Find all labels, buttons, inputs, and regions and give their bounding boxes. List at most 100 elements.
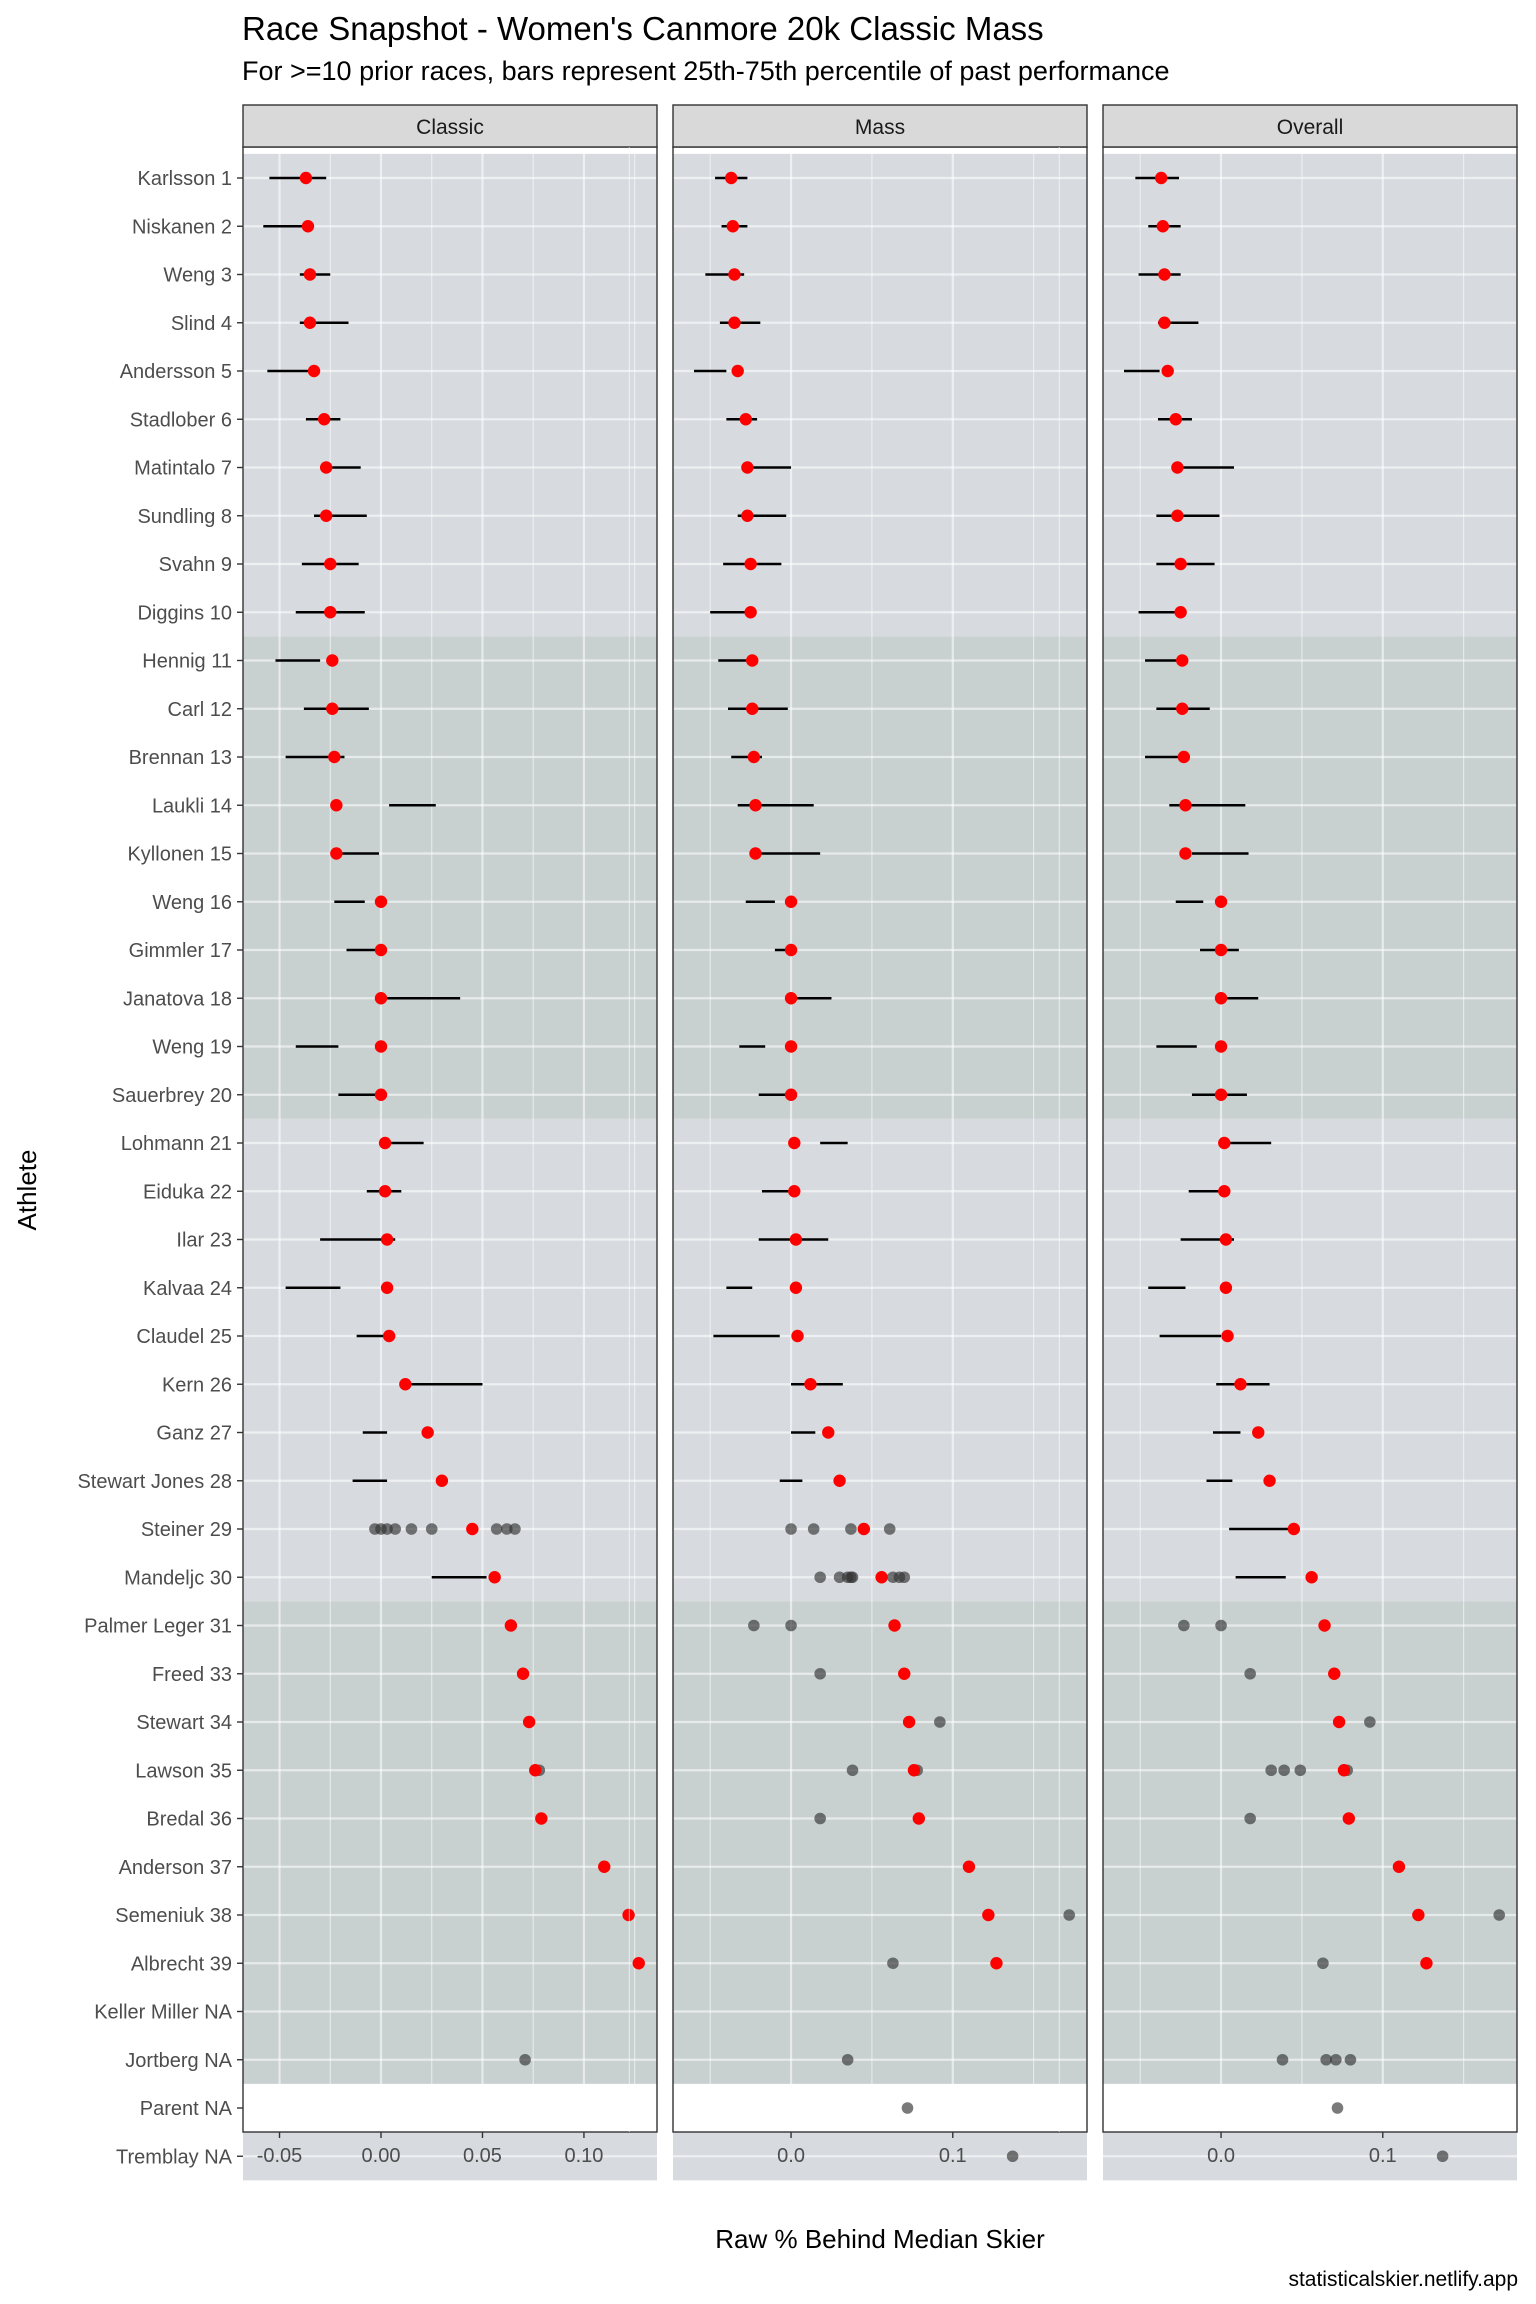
race-result-point xyxy=(726,220,740,233)
athlete-label: Claudel 25 xyxy=(136,1326,232,1348)
group-band xyxy=(1103,1601,1517,2084)
athlete-label: Janatova 18 xyxy=(123,988,232,1010)
race-result-point xyxy=(744,557,757,571)
past-result-point xyxy=(814,1812,826,1825)
race-result-point xyxy=(1328,1667,1341,1680)
race-result-point xyxy=(1214,1040,1228,1053)
past-result-point xyxy=(1331,2102,1344,2114)
facet-strip xyxy=(672,104,1088,148)
race-result-point xyxy=(374,992,388,1005)
race-result-point xyxy=(912,1812,926,1825)
past-result-point xyxy=(519,2053,531,2066)
past-result-point xyxy=(785,1523,797,1535)
facet-strip xyxy=(1102,104,1518,148)
panel-mass: Mass 0.0 0.1 xyxy=(628,104,1088,2181)
race-result-point xyxy=(1332,1715,1346,1729)
race-result-point xyxy=(822,1426,835,1439)
race-result-point xyxy=(1318,1619,1331,1632)
race-result-point xyxy=(898,1667,911,1680)
race-result-point xyxy=(1214,992,1228,1005)
race-result-point xyxy=(1179,847,1192,860)
x-tick-label: 0.0 xyxy=(777,2145,805,2167)
past-result-point xyxy=(785,1619,797,1632)
athlete-label: Keller Miller NA xyxy=(94,2002,232,2024)
past-result-point xyxy=(1330,2053,1342,2066)
athlete-label: Kyllonen 15 xyxy=(127,844,232,866)
race-result-point xyxy=(1158,268,1171,281)
y-axis-title: Athlete xyxy=(12,1150,42,1231)
past-result-point xyxy=(833,1571,846,1584)
race-result-point xyxy=(522,1715,536,1729)
race-result-point xyxy=(317,413,331,426)
race-result-point xyxy=(1219,1233,1233,1246)
past-result-point xyxy=(1178,1619,1190,1632)
race-result-point xyxy=(1252,1426,1265,1439)
athlete-label: Kern 26 xyxy=(162,1374,232,1396)
race-result-point xyxy=(1337,1764,1351,1777)
race-result-point xyxy=(1214,895,1228,908)
athlete-label: Karlsson 1 xyxy=(138,168,233,190)
athlete-label: Laukli 14 xyxy=(152,795,232,817)
race-result-point xyxy=(1287,1522,1301,1536)
athlete-label: Tremblay NA xyxy=(116,2146,233,2168)
race-result-point xyxy=(380,1233,394,1246)
athlete-label: Sauerbrey 20 xyxy=(112,1085,232,1107)
race-result-point xyxy=(1176,654,1189,667)
race-result-point xyxy=(1214,1088,1228,1101)
race-result-point xyxy=(804,1378,817,1391)
past-result-point xyxy=(1493,1909,1506,1921)
race-result-point xyxy=(728,268,741,281)
group-band xyxy=(243,636,657,1119)
past-result-point xyxy=(1063,1909,1076,1921)
race-result-point xyxy=(1174,557,1187,571)
race-result-point xyxy=(791,1329,804,1343)
group-band xyxy=(1103,1118,1517,1602)
race-result-point xyxy=(303,316,317,329)
race-result-point xyxy=(888,1619,901,1632)
race-result-point xyxy=(378,1185,392,1198)
race-result-point xyxy=(374,943,388,957)
race-result-point xyxy=(746,702,759,715)
x-tick-label: 0.0 xyxy=(1207,2145,1235,2167)
past-result-point xyxy=(814,1667,826,1680)
past-result-point xyxy=(1317,1957,1329,1970)
athlete-label: Lohmann 21 xyxy=(121,1133,232,1155)
race-result-point xyxy=(1214,943,1228,957)
race-result-point xyxy=(1158,316,1171,329)
race-result-point xyxy=(1305,1571,1318,1584)
athlete-label: Hennig 11 xyxy=(142,651,232,673)
race-result-point xyxy=(374,1088,388,1101)
race-result-point xyxy=(421,1426,434,1439)
past-result-point xyxy=(748,1619,760,1632)
race-result-point xyxy=(1179,799,1192,812)
past-result-point xyxy=(405,1523,418,1535)
athlete-label: Sundling 8 xyxy=(137,506,232,528)
past-result-point xyxy=(1278,1764,1290,1777)
group-band xyxy=(1103,153,1517,637)
race-result-point xyxy=(330,847,343,860)
race-result-point xyxy=(374,895,388,908)
x-tick-label: 0.1 xyxy=(939,2145,967,2167)
race-result-point xyxy=(1161,364,1174,378)
race-result-point xyxy=(328,750,341,764)
athlete-label: Freed 33 xyxy=(152,1664,232,1686)
race-result-point xyxy=(789,1281,803,1294)
athlete-label: Stewart 34 xyxy=(136,1712,232,1734)
athlete-label: Parent NA xyxy=(140,2098,233,2120)
race-result-point xyxy=(324,606,337,619)
race-result-point xyxy=(1156,220,1170,233)
group-band xyxy=(243,1601,657,2084)
race-result-point xyxy=(632,1957,645,1970)
athlete-label: Mandeljc 30 xyxy=(124,1567,232,1589)
athlete-label: Ganz 27 xyxy=(156,1423,232,1445)
race-result-point xyxy=(1221,1329,1234,1343)
race-result-point xyxy=(907,1764,921,1777)
race-result-point xyxy=(326,654,339,667)
group-band xyxy=(243,1118,657,1602)
race-result-point xyxy=(1177,750,1191,764)
athlete-label: Albrecht 39 xyxy=(131,1953,232,1975)
race-result-point xyxy=(307,364,321,378)
race-result-point xyxy=(622,1908,635,1922)
x-tick-label: 0.10 xyxy=(564,2145,603,2167)
facet-strip-label: Overall xyxy=(1277,116,1344,139)
